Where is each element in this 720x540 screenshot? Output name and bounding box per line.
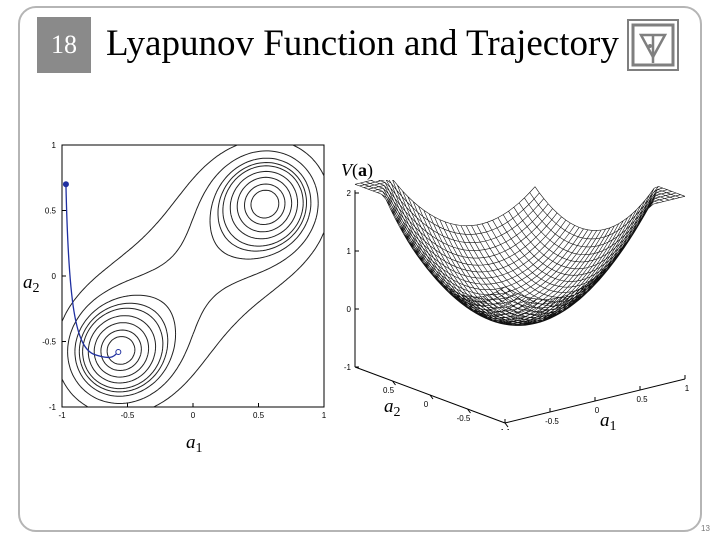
contour-y-tick-label: -0.5 xyxy=(42,338,56,347)
contour-line xyxy=(61,144,325,408)
contour-x-tick-label: 1 xyxy=(322,411,327,420)
surface-a2-tick-label: -1 xyxy=(497,428,505,430)
surface-a2-sub: 2 xyxy=(393,405,401,420)
surface-title-close: ) xyxy=(367,160,373,180)
contour-line xyxy=(93,176,293,378)
contour-line xyxy=(87,170,299,384)
surface-title-v: V xyxy=(341,160,352,180)
a2-axis-sub: 2 xyxy=(32,281,40,296)
surface-a2-tick xyxy=(429,394,434,400)
contour-y-tick-label: 0 xyxy=(52,272,57,281)
contour-x-tick-label: -0.5 xyxy=(121,411,135,420)
surface-title-open: ( xyxy=(352,160,358,180)
surface-a1-tick-label: -1 xyxy=(503,428,511,430)
surface-a2-tick xyxy=(467,408,471,414)
contour-line xyxy=(82,165,304,390)
surface-z-tick-label: 1 xyxy=(347,247,352,256)
slide-title: Lyapunov Function and Trajectory xyxy=(106,23,619,64)
surface-a1-label: a1 xyxy=(600,410,617,435)
surface-plot: 210-10.50-0.5-1-1-0.500.51 xyxy=(344,180,690,430)
surface-a1-tick-label: -0.5 xyxy=(545,417,559,426)
surface-a1-sub: 1 xyxy=(609,419,617,434)
contour-line xyxy=(106,189,280,365)
surface-mesh xyxy=(354,180,686,326)
contour-x-tick-label: 0.5 xyxy=(253,411,265,420)
surface-a2-label: a2 xyxy=(384,396,401,421)
surface-a2-tick-label: -0.5 xyxy=(457,414,471,423)
surface-title-arg: a xyxy=(358,160,367,180)
surface-a1-tick-label: 0.5 xyxy=(636,395,648,404)
surface-a2-tick-label: 0 xyxy=(424,400,429,409)
surface-a1-tick-label: 0 xyxy=(595,406,600,415)
contour-line xyxy=(78,162,307,393)
surface-a1-var: a xyxy=(600,410,610,431)
trajectory-start-point xyxy=(62,181,69,188)
surface-title: V(a) xyxy=(341,160,373,181)
a2-axis-var: a xyxy=(23,272,33,293)
surface-a2-tick xyxy=(504,422,509,428)
surface-a2-var: a xyxy=(384,396,394,417)
surface-a1-tick-label: 1 xyxy=(685,384,690,393)
a1-axis-label: a1 xyxy=(186,432,203,457)
surface-z-tick-label: 0 xyxy=(347,305,352,314)
surface-a2-tick xyxy=(392,380,396,386)
contour-line xyxy=(100,183,286,371)
contour-y-tick-label: 0.5 xyxy=(45,207,57,216)
a1-axis-sub: 1 xyxy=(195,441,203,456)
contour-line xyxy=(74,157,312,397)
contour-plot: -1 -0.5 0 0.5 1 1 0.5 0 -0.5 -1 xyxy=(42,141,327,420)
contour-y-tick-label: -1 xyxy=(49,403,57,412)
a1-axis-var: a xyxy=(186,432,196,453)
contour-y-tick-label: 1 xyxy=(52,141,57,150)
contour-x-tick-label: 0 xyxy=(191,411,196,420)
contour-x-tick-label: -1 xyxy=(58,411,66,420)
contour-axes-box xyxy=(61,144,325,408)
trajectory-path xyxy=(65,184,119,358)
contour-line xyxy=(67,150,319,404)
surface-a2-tick-label: 0.5 xyxy=(383,386,395,395)
slide-number: 18 xyxy=(37,17,91,73)
a2-axis-label: a2 xyxy=(23,272,40,297)
page-number: 13 xyxy=(701,524,710,533)
trajectory-end-point xyxy=(115,348,122,355)
surface-z-tick-label: 2 xyxy=(347,189,352,198)
surface-z-tick-label: -1 xyxy=(344,363,352,372)
institution-logo-icon xyxy=(627,19,679,71)
